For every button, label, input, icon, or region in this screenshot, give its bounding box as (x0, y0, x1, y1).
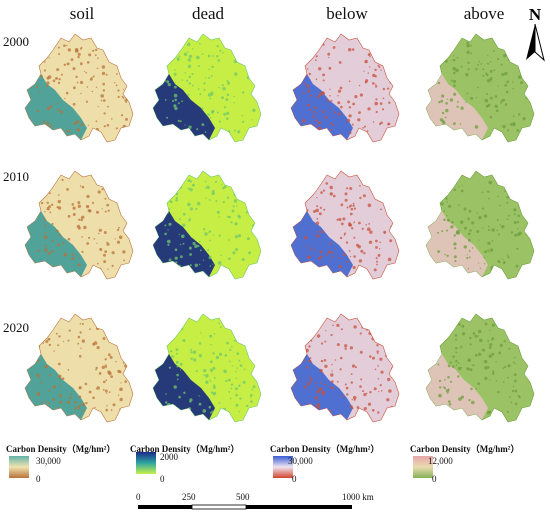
legend-soil: Carbon Density（Mg/hm²） 30,000 0 (6, 442, 131, 487)
legend-max: 30,000 (288, 456, 313, 466)
legend-below: Carbon Density（Mg/hm²） 30,000 0 (270, 442, 410, 487)
legend-min: 0 (432, 474, 437, 484)
map-below-2000 (278, 28, 408, 148)
column-title-above: above (463, 4, 505, 23)
map-above-2000 (413, 28, 543, 148)
year-label-2010: 2010 (3, 169, 29, 184)
legend-dead: Carbon Density（Mg/hm²） 2000 0 (130, 442, 270, 487)
scale-label-1000km: 1000 km (342, 492, 374, 502)
scale-label-250: 250 (182, 492, 196, 502)
year-label-2020: 2020 (3, 320, 29, 335)
legend-title: Carbon Density（Mg/hm²） (6, 444, 116, 454)
legend-colorbar (413, 456, 433, 478)
north-label: N (529, 5, 542, 24)
scale-label-500: 500 (236, 492, 250, 502)
map-above-2010 (413, 165, 543, 285)
scale-bar: 0 250 500 1000 km (130, 492, 410, 516)
map-soil-2010 (12, 165, 142, 285)
map-dead-2010 (140, 165, 270, 285)
legend-title: Carbon Density（Mg/hm²） (270, 444, 380, 454)
legend-title: Carbon Density（Mg/hm²） (410, 444, 520, 454)
legend-colorbar (273, 456, 293, 478)
legend-title: Carbon Density（Mg/hm²） (130, 444, 240, 454)
map-soil-2000 (12, 28, 142, 148)
map-soil-2020 (12, 308, 142, 428)
north-arrow-icon: N (520, 4, 550, 64)
map-above-2020 (413, 308, 543, 428)
legend-min: 0 (292, 474, 297, 484)
legend-max: 12,000 (428, 456, 453, 466)
map-dead-2000 (140, 28, 270, 148)
legend-min: 0 (160, 474, 165, 484)
column-title-below: below (326, 4, 368, 23)
legend-colorbar (9, 456, 29, 478)
year-label-2000: 2000 (3, 34, 29, 49)
map-below-2010 (278, 165, 408, 285)
column-title-dead: dead (191, 4, 225, 23)
scale-label-0: 0 (136, 492, 141, 502)
map-dead-2020 (140, 308, 270, 428)
legend-max: 2000 (160, 452, 178, 462)
legend-colorbar (136, 452, 156, 474)
legend-above: Carbon Density（Mg/hm²） 12,000 0 (410, 442, 548, 487)
legend-max: 30,000 (36, 456, 61, 466)
legend-min: 0 (36, 474, 41, 484)
map-below-2020 (278, 308, 408, 428)
column-title-soil: soil (69, 4, 95, 23)
